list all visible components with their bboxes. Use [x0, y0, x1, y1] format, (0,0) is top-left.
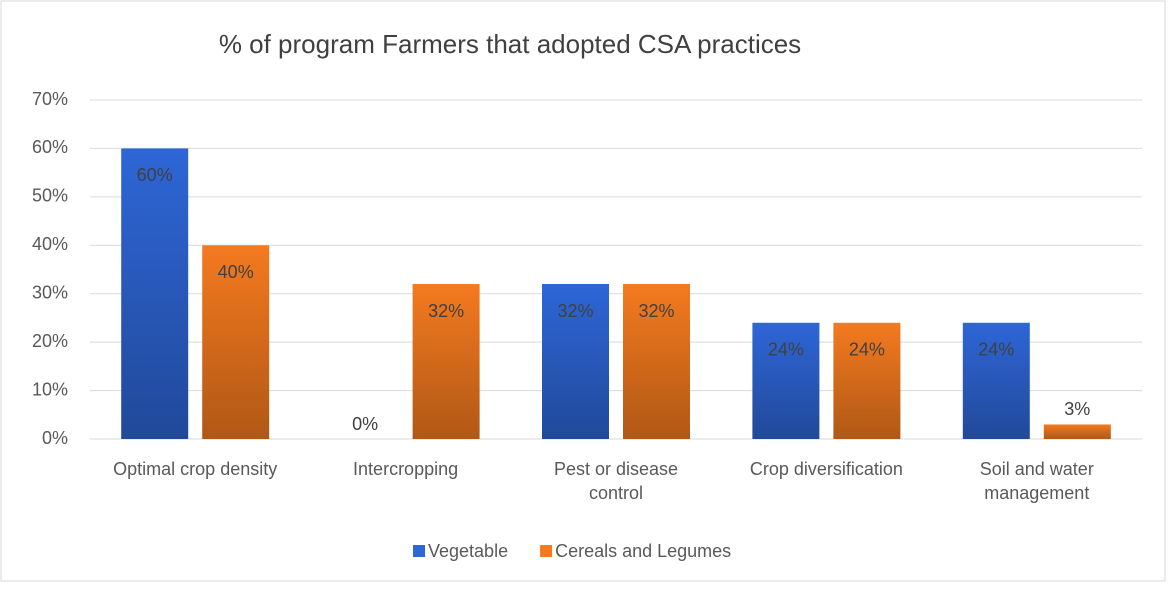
- y-tick-label: 40%: [32, 234, 68, 254]
- legend-swatch: [540, 545, 553, 557]
- data-label: 60%: [137, 165, 173, 185]
- x-tick-label: Soil and water management: [980, 459, 1094, 503]
- x-tick-label: Intercropping: [353, 459, 458, 479]
- data-label: 32%: [638, 301, 674, 321]
- data-label: 32%: [428, 301, 464, 321]
- data-label: 24%: [849, 340, 885, 360]
- bar: [1043, 424, 1111, 439]
- bar: [542, 284, 609, 439]
- data-label: 0%: [352, 414, 378, 434]
- bar: [412, 284, 480, 439]
- data-label: 3%: [1064, 399, 1090, 419]
- y-tick-label: 60%: [32, 137, 68, 157]
- y-tick-label: 0%: [42, 428, 68, 448]
- bar: [202, 245, 270, 439]
- bar: [623, 284, 690, 439]
- legend-label: Vegetable: [428, 541, 508, 561]
- y-tick-label: 20%: [32, 331, 68, 351]
- data-label: 24%: [978, 340, 1014, 360]
- bar: [962, 322, 1030, 439]
- x-tick-label: Crop diversification: [750, 459, 903, 479]
- chart-title: % of program Farmers that adopted CSA pr…: [219, 29, 801, 59]
- legend-label: Cereals and Legumes: [555, 541, 731, 561]
- data-label: 24%: [768, 340, 804, 360]
- data-label: 40%: [218, 262, 254, 282]
- bar: [752, 322, 820, 439]
- x-tick-label: Pest or disease control: [554, 459, 678, 503]
- y-tick-label: 10%: [32, 379, 68, 399]
- y-tick-label: 70%: [32, 89, 68, 109]
- legend-swatch: [413, 545, 425, 557]
- bar: [121, 148, 189, 439]
- bar: [833, 322, 901, 439]
- y-tick-label: 30%: [32, 282, 68, 302]
- y-tick-label: 50%: [32, 186, 68, 206]
- data-label: 32%: [557, 301, 593, 321]
- x-tick-label: Optimal crop density: [113, 459, 277, 479]
